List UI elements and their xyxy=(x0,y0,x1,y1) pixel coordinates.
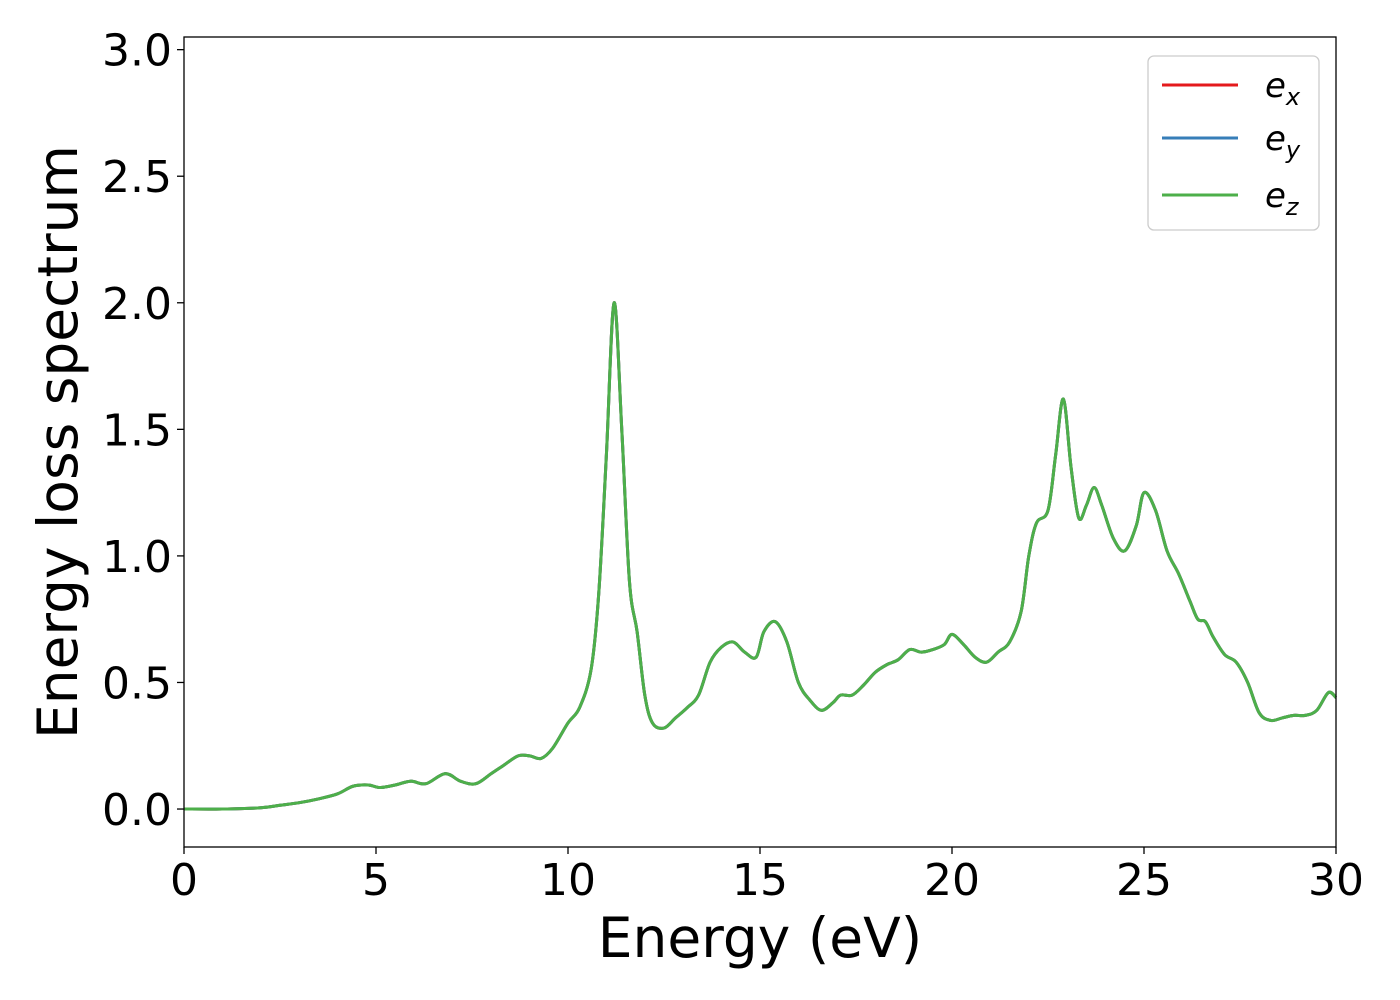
y-tick-label: 3.0 xyxy=(102,26,172,77)
x-tick-label: 30 xyxy=(1308,855,1364,906)
series-line-e-z xyxy=(183,301,1338,811)
x-tick-label: 5 xyxy=(362,855,390,906)
x-tick-label: 10 xyxy=(540,855,596,906)
series-layer xyxy=(183,301,1338,811)
x-tick-label: 15 xyxy=(732,855,788,906)
legend-label-subscript: x xyxy=(1285,83,1301,111)
legend-label: ez xyxy=(1265,176,1300,221)
x-tick-label: 20 xyxy=(924,855,980,906)
series-line-e-x xyxy=(183,301,1338,811)
legend-box xyxy=(1147,55,1320,231)
legend-label-base: e xyxy=(1265,119,1286,159)
y-tick-label: 1.5 xyxy=(102,405,172,456)
legend-label-subscript: z xyxy=(1285,193,1300,221)
legend-label: ex xyxy=(1265,66,1301,111)
y-tick-label: 2.0 xyxy=(102,279,172,330)
y-tick-label: 0.0 xyxy=(102,785,172,836)
y-axis-ticks: 0.0 0.5 1.0 1.5 2.0 2.5 3.0 xyxy=(102,26,184,836)
x-tick-label: 0 xyxy=(170,855,198,906)
y-tick-label: 0.5 xyxy=(102,658,172,709)
legend-label-base: e xyxy=(1265,66,1286,106)
y-tick-label: 1.0 xyxy=(102,532,172,583)
y-axis-title: Energy loss spectrum xyxy=(26,145,90,739)
x-axis-ticks: 0 5 10 15 20 25 30 xyxy=(170,847,1364,906)
legend-label-base: e xyxy=(1265,176,1286,216)
legend-label: ey xyxy=(1265,119,1301,164)
series-line-e-y xyxy=(183,301,1338,811)
x-tick-label: 25 xyxy=(1116,855,1172,906)
x-axis-title: Energy (eV) xyxy=(598,906,922,970)
legend-label-subscript: y xyxy=(1285,136,1301,164)
y-tick-label: 2.5 xyxy=(102,152,172,203)
